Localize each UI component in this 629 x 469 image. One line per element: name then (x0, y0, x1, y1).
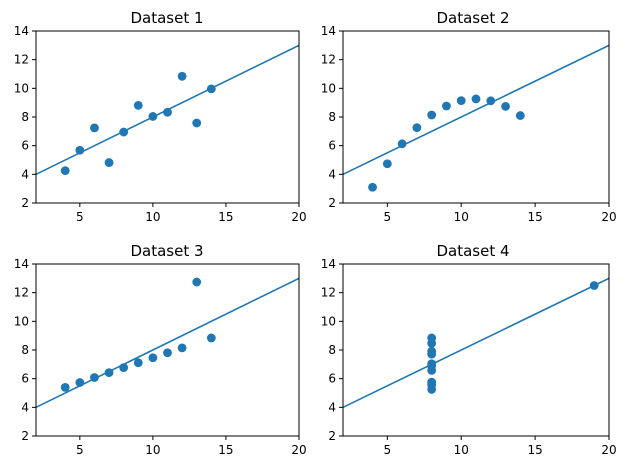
data-point (427, 361, 437, 371)
y-tick-label: 8 (21, 110, 29, 124)
y-tick-label: 14 (14, 257, 29, 271)
chart-title: Dataset 3 (130, 242, 203, 260)
y-tick-label: 4 (328, 400, 336, 414)
chart-title: Dataset 4 (436, 242, 509, 260)
y-tick-label: 12 (321, 53, 336, 67)
y-tick-label: 4 (21, 400, 29, 414)
y-tick-label: 8 (328, 110, 336, 124)
data-point (486, 96, 496, 106)
data-point (119, 127, 129, 137)
data-point (119, 363, 129, 373)
data-point (192, 118, 202, 128)
data-point (412, 123, 422, 133)
data-point (206, 84, 216, 94)
y-tick-label: 8 (328, 343, 336, 357)
x-tick-label: 15 (218, 210, 233, 224)
data-point (442, 101, 451, 111)
subplot-dataset-4: Dataset 4 5 10 15 20 2 4 6 8 10 12 14 (321, 242, 617, 457)
x-tick-label: 10 (454, 210, 469, 224)
x-tick-label: 20 (601, 443, 616, 457)
y-tick-label: 10 (321, 314, 336, 328)
x-tick-label: 15 (527, 443, 542, 457)
y-tick-label: 6 (328, 139, 336, 153)
x-tick-label: 5 (76, 210, 84, 224)
axes-frame (35, 30, 300, 204)
y-tick-label: 6 (328, 372, 336, 386)
data-point (90, 373, 99, 382)
y-tick-label: 2 (21, 196, 29, 210)
data-point (104, 158, 114, 167)
y-tick-label: 2 (328, 196, 336, 210)
x-tick-label: 5 (384, 443, 392, 457)
y-tick-label: 4 (21, 167, 29, 181)
data-point (90, 123, 99, 133)
x-tick-label: 10 (145, 443, 160, 457)
data-point (133, 100, 143, 110)
data-point (206, 333, 216, 343)
data-point (60, 166, 70, 176)
data-point (75, 145, 85, 155)
x-tick-label: 10 (145, 210, 160, 224)
y-tick-label: 12 (14, 53, 29, 67)
y-tick-label: 8 (21, 343, 29, 357)
subplot-dataset-3: Dataset 3 5 10 15 20 2 4 6 8 10 12 14 (14, 242, 307, 457)
data-point (515, 111, 525, 120)
chart-title: Dataset 2 (436, 9, 509, 27)
y-tick-label: 4 (328, 167, 336, 181)
data-point (75, 378, 85, 387)
x-tick-label: 20 (601, 210, 616, 224)
data-point (427, 110, 437, 120)
data-point (104, 368, 114, 378)
x-tick-label: 15 (527, 210, 542, 224)
regression-line (343, 44, 609, 176)
y-tick-label: 6 (21, 372, 29, 386)
data-point (397, 139, 407, 149)
x-tick-label: 20 (291, 443, 306, 457)
x-tick-label: 5 (76, 443, 84, 457)
axes-frame (342, 263, 610, 437)
x-tick-label: 15 (218, 443, 233, 457)
data-point (427, 380, 437, 390)
y-tick-label: 12 (14, 286, 29, 300)
regression-line (343, 277, 609, 409)
data-point (163, 348, 172, 358)
y-tick-label: 6 (21, 139, 29, 153)
subplot-dataset-1: Dataset 1 5 10 15 20 2 4 6 8 10 12 14 (14, 9, 307, 224)
data-point (456, 96, 466, 106)
y-tick-label: 14 (321, 24, 336, 38)
data-point (148, 112, 158, 121)
subplot-dataset-2: Dataset 2 5 10 15 20 2 4 6 8 10 12 14 (321, 9, 617, 224)
data-point (368, 182, 377, 192)
y-tick-label: 2 (328, 429, 336, 443)
y-tick-label: 14 (14, 24, 29, 38)
y-tick-label: 10 (14, 81, 29, 95)
data-point (148, 353, 158, 363)
y-tick-label: 14 (321, 257, 336, 271)
data-point (589, 281, 599, 290)
y-tick-label: 10 (321, 81, 336, 95)
regression-line (36, 277, 299, 409)
x-tick-label: 5 (384, 210, 392, 224)
data-point (177, 71, 187, 81)
data-point (382, 159, 392, 169)
data-point (60, 383, 70, 392)
data-point (133, 358, 143, 368)
y-tick-label: 12 (321, 286, 336, 300)
data-point (501, 101, 510, 111)
y-tick-label: 2 (21, 429, 29, 443)
data-point (471, 94, 481, 104)
y-tick-label: 10 (14, 314, 29, 328)
data-point (427, 338, 437, 348)
x-tick-label: 10 (454, 443, 469, 457)
chart-title: Dataset 1 (130, 9, 203, 27)
x-tick-label: 20 (291, 210, 306, 224)
data-point (192, 277, 202, 287)
data-point (177, 343, 187, 353)
data-point (163, 107, 172, 117)
data-point (427, 346, 437, 356)
axes-frame (342, 30, 610, 204)
